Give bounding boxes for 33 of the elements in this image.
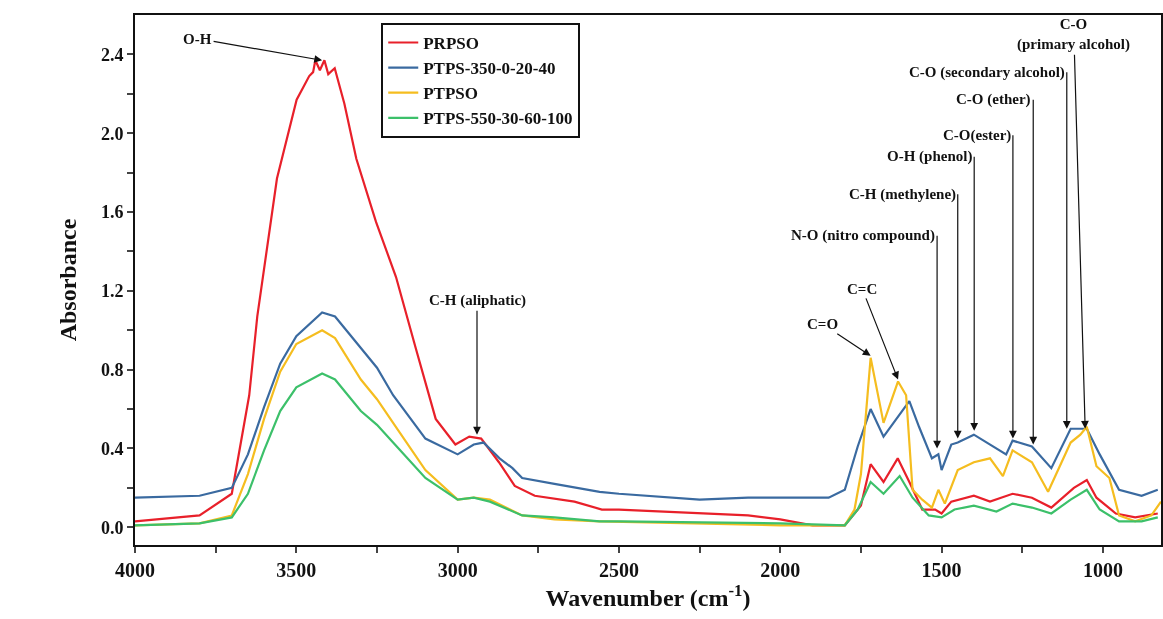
legend-label: PTPS-550-30-60-100: [423, 109, 573, 129]
annotation: O-H: [183, 31, 212, 47]
y-tick-label: 1.6: [100, 202, 124, 223]
x-tick-label: 3000: [437, 559, 478, 581]
x-axis-title: Wavenumber (cm$^{-1}$): [545, 581, 751, 612]
x-tick-label: 2500: [598, 559, 639, 581]
y-tick-label: 1.2: [100, 281, 124, 302]
y-tick-label: 2.0: [100, 123, 124, 144]
line-series: [135, 372, 1159, 527]
legend-label: PRPSO: [423, 34, 479, 54]
annotation: C-O (primary alcohol): [1017, 16, 1130, 53]
y-tick-label: 0.0: [100, 517, 124, 538]
x-tick-label: 1500: [921, 559, 962, 581]
y-tick-label: 0.4: [100, 438, 124, 459]
annotation: C=O: [807, 316, 839, 332]
x-tick-label: 4000: [115, 559, 155, 581]
x-tick-label: 3500: [276, 559, 317, 581]
y-axis-title: Absorbance: [54, 218, 81, 342]
annotation: N-O (nitro compound): [791, 227, 935, 244]
annotation: O-H (phenol): [887, 148, 973, 165]
legend-label: PTPS-350-0-20-40: [423, 59, 556, 79]
annotation: C-H (aliphatic): [429, 292, 527, 309]
x-tick-label: 1000: [1082, 559, 1123, 581]
legend-label: PTPSO: [423, 84, 479, 104]
annotation: C=C: [847, 281, 878, 297]
annotation: C-O (ether): [956, 91, 1031, 108]
annotation: C-H (methylene): [849, 186, 957, 203]
line-series: [135, 311, 1159, 501]
y-tick-label: 0.8: [100, 359, 124, 380]
annotation: C-O(ester): [943, 127, 1012, 144]
y-tick-label: 2.4: [100, 44, 124, 65]
x-tick-label: 2000: [760, 559, 801, 581]
annotation: C-O (secondary alcohol): [909, 64, 1065, 81]
